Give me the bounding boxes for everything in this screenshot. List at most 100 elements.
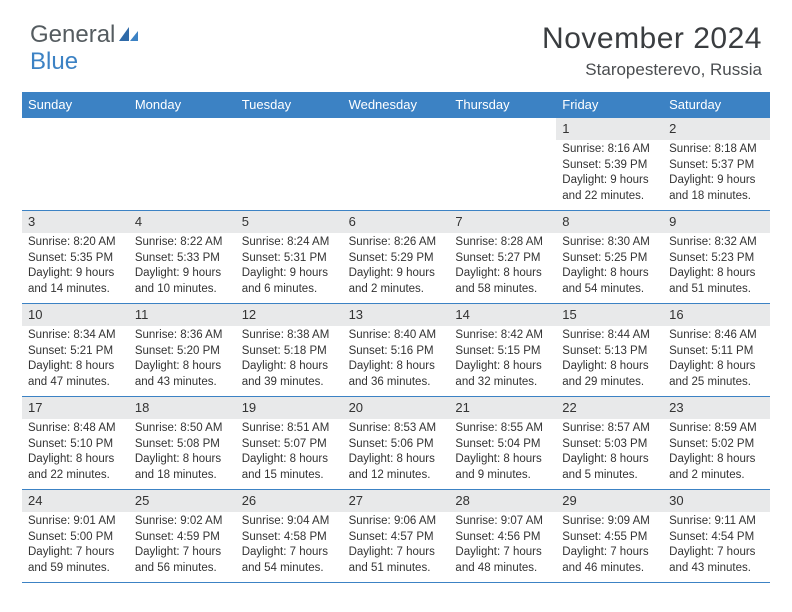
cell-body: Sunrise: 8:59 AMSunset: 5:02 PMDaylight:… — [663, 419, 770, 489]
sunrise-line: Sunrise: 8:26 AM — [349, 235, 444, 251]
location: Staropesterevo, Russia — [542, 60, 762, 80]
sunrise-line: Sunrise: 8:53 AM — [349, 421, 444, 437]
cell-body: Sunrise: 8:40 AMSunset: 5:16 PMDaylight:… — [343, 326, 450, 396]
day-number: 26 — [242, 493, 256, 508]
daylight1-line: Daylight: 8 hours — [242, 359, 337, 375]
sunset-line: Sunset: 5:02 PM — [669, 437, 764, 453]
daylight2-line: and 54 minutes. — [562, 282, 657, 298]
calendar-cell: 1Sunrise: 8:16 AMSunset: 5:39 PMDaylight… — [556, 117, 663, 210]
cell-body: Sunrise: 8:51 AMSunset: 5:07 PMDaylight:… — [236, 419, 343, 489]
cell-body: Sunrise: 9:06 AMSunset: 4:57 PMDaylight:… — [343, 512, 450, 582]
calendar-cell: 11Sunrise: 8:36 AMSunset: 5:20 PMDayligh… — [129, 303, 236, 396]
daynum-row: 7 — [449, 211, 556, 233]
sunrise-line: Sunrise: 9:02 AM — [135, 514, 230, 530]
sunrise-line: Sunrise: 8:28 AM — [455, 235, 550, 251]
calendar-cell: 22 Sunrise: 8:57 AMSunset: 5:03 PMDayligh… — [556, 396, 663, 489]
sunset-line: Sunset: 5:08 PM — [135, 437, 230, 453]
calendar-grid: 1Sunrise: 8:16 AMSunset: 5:39 PMDaylight… — [22, 117, 770, 582]
daylight1-line: Daylight: 9 hours — [562, 173, 657, 189]
daylight2-line: and 22 minutes. — [28, 468, 123, 484]
daylight2-line: and 51 minutes. — [349, 561, 444, 577]
cell-body: Sunrise: 9:07 AMSunset: 4:56 PMDaylight:… — [449, 512, 556, 582]
daylight2-line: and 46 minutes. — [562, 561, 657, 577]
calendar-cell — [22, 117, 129, 210]
daylight2-line: and 12 minutes. — [349, 468, 444, 484]
sunrise-line: Sunrise: 8:30 AM — [562, 235, 657, 251]
daylight1-line: Daylight: 7 hours — [28, 545, 123, 561]
cell-body: Sunrise: 8:20 AMSunset: 5:35 PMDaylight:… — [22, 233, 129, 303]
sunset-line: Sunset: 5:07 PM — [242, 437, 337, 453]
daylight1-line: Daylight: 8 hours — [669, 452, 764, 468]
daylight2-line: and 56 minutes. — [135, 561, 230, 577]
daylight1-line: Daylight: 7 hours — [242, 545, 337, 561]
sunrise-line: Sunrise: 8:40 AM — [349, 328, 444, 344]
daylight1-line: Daylight: 8 hours — [349, 452, 444, 468]
day-number: 9 — [669, 214, 676, 229]
cell-body: Sunrise: 9:11 AMSunset: 4:54 PMDaylight:… — [663, 512, 770, 582]
daylight2-line: and 43 minutes. — [135, 375, 230, 391]
day-number: 27 — [349, 493, 363, 508]
day-number: 7 — [455, 214, 462, 229]
daynum-row: 3 — [22, 211, 129, 233]
day-number: 24 — [28, 493, 42, 508]
daynum-row: 15 — [556, 304, 663, 326]
sunset-line: Sunset: 4:55 PM — [562, 530, 657, 546]
sunset-line: Sunset: 5:06 PM — [349, 437, 444, 453]
weekday-saturday: Saturday — [663, 92, 770, 117]
sunset-line: Sunset: 5:37 PM — [669, 158, 764, 174]
daynum-row: 5 — [236, 211, 343, 233]
sunset-line: Sunset: 5:31 PM — [242, 251, 337, 267]
weekday-wednesday: Wednesday — [343, 92, 450, 117]
day-number: 20 — [349, 400, 363, 415]
sunset-line: Sunset: 4:54 PM — [669, 530, 764, 546]
calendar-cell: 8Sunrise: 8:30 AMSunset: 5:25 PMDaylight… — [556, 210, 663, 303]
sunset-line: Sunset: 5:39 PM — [562, 158, 657, 174]
calendar-cell: 15Sunrise: 8:44 AMSunset: 5:13 PMDayligh… — [556, 303, 663, 396]
daylight2-line: and 36 minutes. — [349, 375, 444, 391]
daylight1-line: Daylight: 8 hours — [242, 452, 337, 468]
logo-word-blue: Blue — [30, 48, 78, 75]
sunrise-line: Sunrise: 8:59 AM — [669, 421, 764, 437]
daynum-row: 4 — [129, 211, 236, 233]
day-number: 18 — [135, 400, 149, 415]
calendar-cell: 5Sunrise: 8:24 AMSunset: 5:31 PMDaylight… — [236, 210, 343, 303]
calendar-cell: 24Sunrise: 9:01 AMSunset: 5:00 PMDayligh… — [22, 489, 129, 582]
calendar-cell — [129, 117, 236, 210]
cell-body: Sunrise: 8:57 AMSunset: 5:03 PMDaylight:… — [556, 419, 663, 489]
month-title: November 2024 — [542, 22, 762, 56]
daylight1-line: Daylight: 7 hours — [349, 545, 444, 561]
calendar-cell: 13Sunrise: 8:40 AMSunset: 5:16 PMDayligh… — [343, 303, 450, 396]
cell-body: Sunrise: 8:22 AMSunset: 5:33 PMDaylight:… — [129, 233, 236, 303]
day-number: 22 — [562, 400, 576, 415]
day-number: 1 — [562, 121, 569, 136]
calendar-cell: 12Sunrise: 8:38 AMSunset: 5:18 PMDayligh… — [236, 303, 343, 396]
daylight1-line: Daylight: 8 hours — [349, 359, 444, 375]
daylight1-line: Daylight: 9 hours — [28, 266, 123, 282]
calendar-cell — [449, 117, 556, 210]
daynum-row: 30 — [663, 490, 770, 512]
weekday-thursday: Thursday — [449, 92, 556, 117]
sunset-line: Sunset: 5:21 PM — [28, 344, 123, 360]
calendar-cell: 17Sunrise: 8:48 AMSunset: 5:10 PMDayligh… — [22, 396, 129, 489]
daylight2-line: and 22 minutes. — [562, 189, 657, 205]
daylight2-line: and 5 minutes. — [562, 468, 657, 484]
daynum-row: 10 — [22, 304, 129, 326]
daynum-row: 26 — [236, 490, 343, 512]
sunrise-line: Sunrise: 8:42 AM — [455, 328, 550, 344]
cell-body: Sunrise: 8:24 AMSunset: 5:31 PMDaylight:… — [236, 233, 343, 303]
day-number: 10 — [28, 307, 42, 322]
daynum-row: 17 — [22, 397, 129, 419]
calendar-cell: 7Sunrise: 8:28 AMSunset: 5:27 PMDaylight… — [449, 210, 556, 303]
calendar-cell: 23Sunrise: 8:59 AMSunset: 5:02 PMDayligh… — [663, 396, 770, 489]
sunset-line: Sunset: 5:20 PM — [135, 344, 230, 360]
sunrise-line: Sunrise: 8:32 AM — [669, 235, 764, 251]
calendar-cell: 3Sunrise: 8:20 AMSunset: 5:35 PMDaylight… — [22, 210, 129, 303]
daylight2-line: and 2 minutes. — [349, 282, 444, 298]
daynum-row: 14 — [449, 304, 556, 326]
cell-body: Sunrise: 8:36 AMSunset: 5:20 PMDaylight:… — [129, 326, 236, 396]
weekday-monday: Monday — [129, 92, 236, 117]
sunset-line: Sunset: 4:56 PM — [455, 530, 550, 546]
calendar-cell: 26Sunrise: 9:04 AMSunset: 4:58 PMDayligh… — [236, 489, 343, 582]
daylight2-line: and 39 minutes. — [242, 375, 337, 391]
calendar-cell: 21Sunrise: 8:55 AMSunset: 5:04 PMDayligh… — [449, 396, 556, 489]
